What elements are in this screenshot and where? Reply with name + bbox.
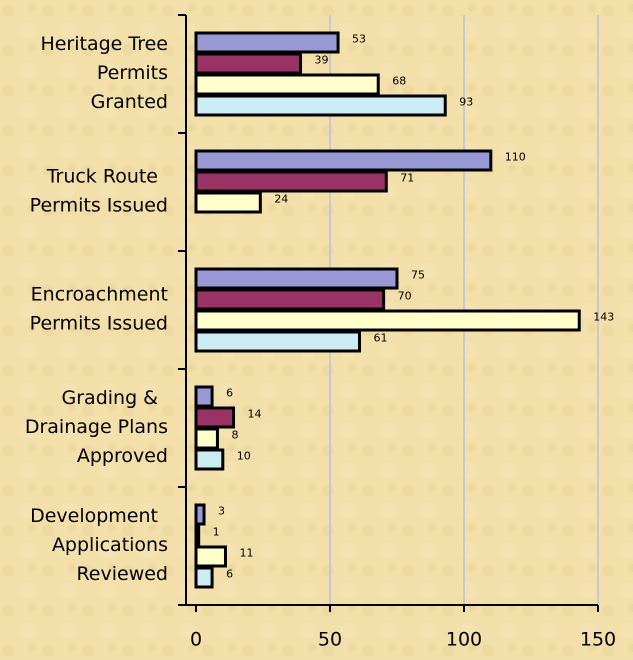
x-tick-label: 0 [190, 629, 202, 651]
data-label: 8 [231, 429, 238, 442]
data-label: 71 [400, 172, 414, 185]
data-label: 143 [593, 311, 614, 324]
category-label: Heritage Tree Permits Granted [40, 33, 168, 113]
bar [194, 267, 399, 290]
x-tick-label: 150 [580, 629, 616, 651]
category-label: Development Applications Reviewed [30, 505, 168, 585]
data-label: 6 [226, 568, 233, 581]
data-label: 10 [237, 450, 251, 463]
bar [194, 427, 219, 450]
bar [194, 566, 214, 589]
bar [194, 524, 201, 547]
data-label: 70 [398, 290, 412, 303]
data-label: 61 [373, 332, 387, 345]
bar [194, 288, 386, 311]
bar [194, 149, 493, 172]
x-tick-label: 100 [446, 629, 482, 651]
category-label: Encroachment Permits Issued [30, 283, 168, 334]
bar [194, 406, 236, 429]
bar [194, 330, 361, 353]
category-label: Grading & Drainage Plans Approved [25, 387, 168, 467]
data-label: 75 [411, 269, 425, 282]
data-label: 3 [218, 505, 225, 518]
bar [194, 94, 447, 117]
data-label: 53 [352, 33, 366, 46]
data-label: 14 [248, 408, 262, 421]
data-label: 39 [315, 54, 329, 67]
data-label: 1 [213, 526, 220, 539]
bar [194, 170, 388, 193]
bar [194, 31, 340, 54]
data-label: 11 [239, 547, 253, 560]
bar [194, 385, 214, 408]
data-label: 110 [505, 151, 526, 164]
bar [194, 503, 206, 526]
bar [194, 545, 227, 568]
bar [194, 191, 262, 214]
data-label: 68 [392, 75, 406, 88]
bar [194, 52, 303, 75]
bar [194, 309, 581, 332]
bar [194, 73, 380, 96]
bar [194, 448, 225, 471]
x-tick-label: 50 [318, 629, 342, 651]
data-label: 6 [226, 387, 233, 400]
data-label: 93 [459, 96, 473, 109]
data-label: 24 [274, 193, 288, 206]
category-label: Truck Route Permits Issued [30, 165, 168, 216]
